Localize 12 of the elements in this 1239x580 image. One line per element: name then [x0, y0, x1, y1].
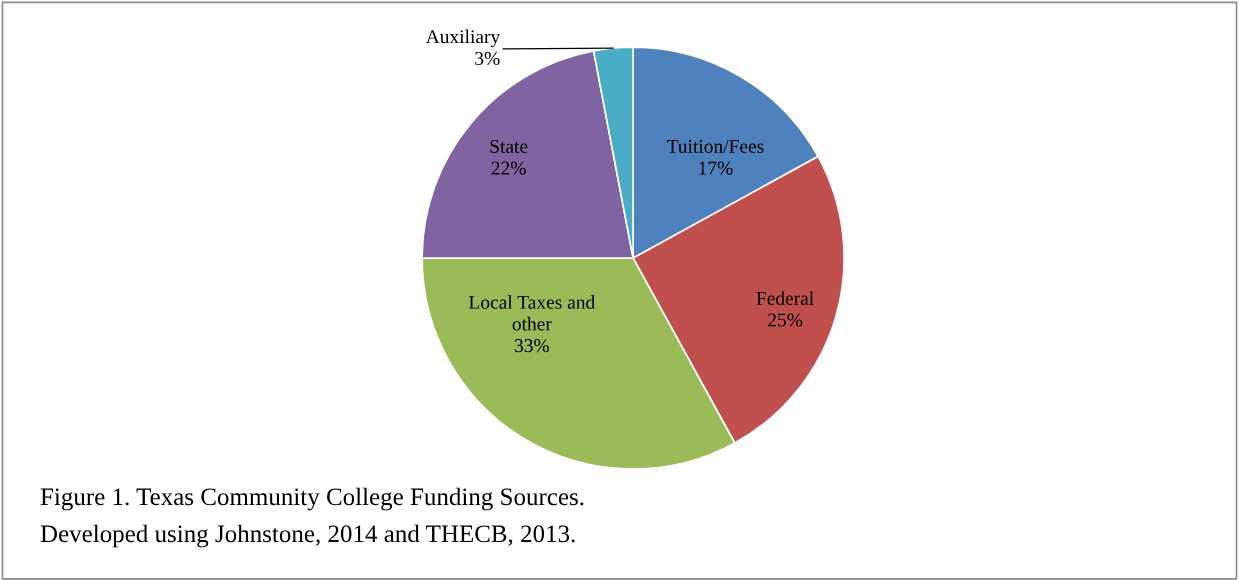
slice-label: Tuition/Fees	[666, 139, 764, 153]
data-label: 17%	[699, 161, 733, 175]
slice-label: Local Taxes and other	[469, 295, 595, 331]
caption: Figure 1. Texas Community College Funding Sources.	[40, 487, 584, 511]
data-label: 22%	[491, 161, 526, 175]
data-label: 3%	[475, 51, 500, 66]
text: Developed using Johnstone, 2014 and THECB, 2013.	[40, 524, 575, 548]
slice-label: Federal	[756, 291, 814, 305]
slice-label: State	[490, 139, 528, 153]
slice-label: Auxiliary	[425, 29, 501, 48]
data-label: 25%	[768, 313, 803, 327]
data-label: 33%	[514, 339, 550, 353]
